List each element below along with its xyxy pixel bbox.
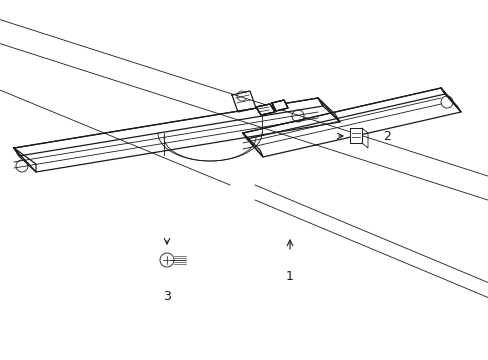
Polygon shape (349, 128, 361, 143)
Polygon shape (271, 100, 287, 111)
Text: 2: 2 (382, 130, 390, 143)
Text: 1: 1 (285, 270, 293, 283)
Text: 3: 3 (163, 290, 171, 303)
Polygon shape (256, 104, 274, 115)
